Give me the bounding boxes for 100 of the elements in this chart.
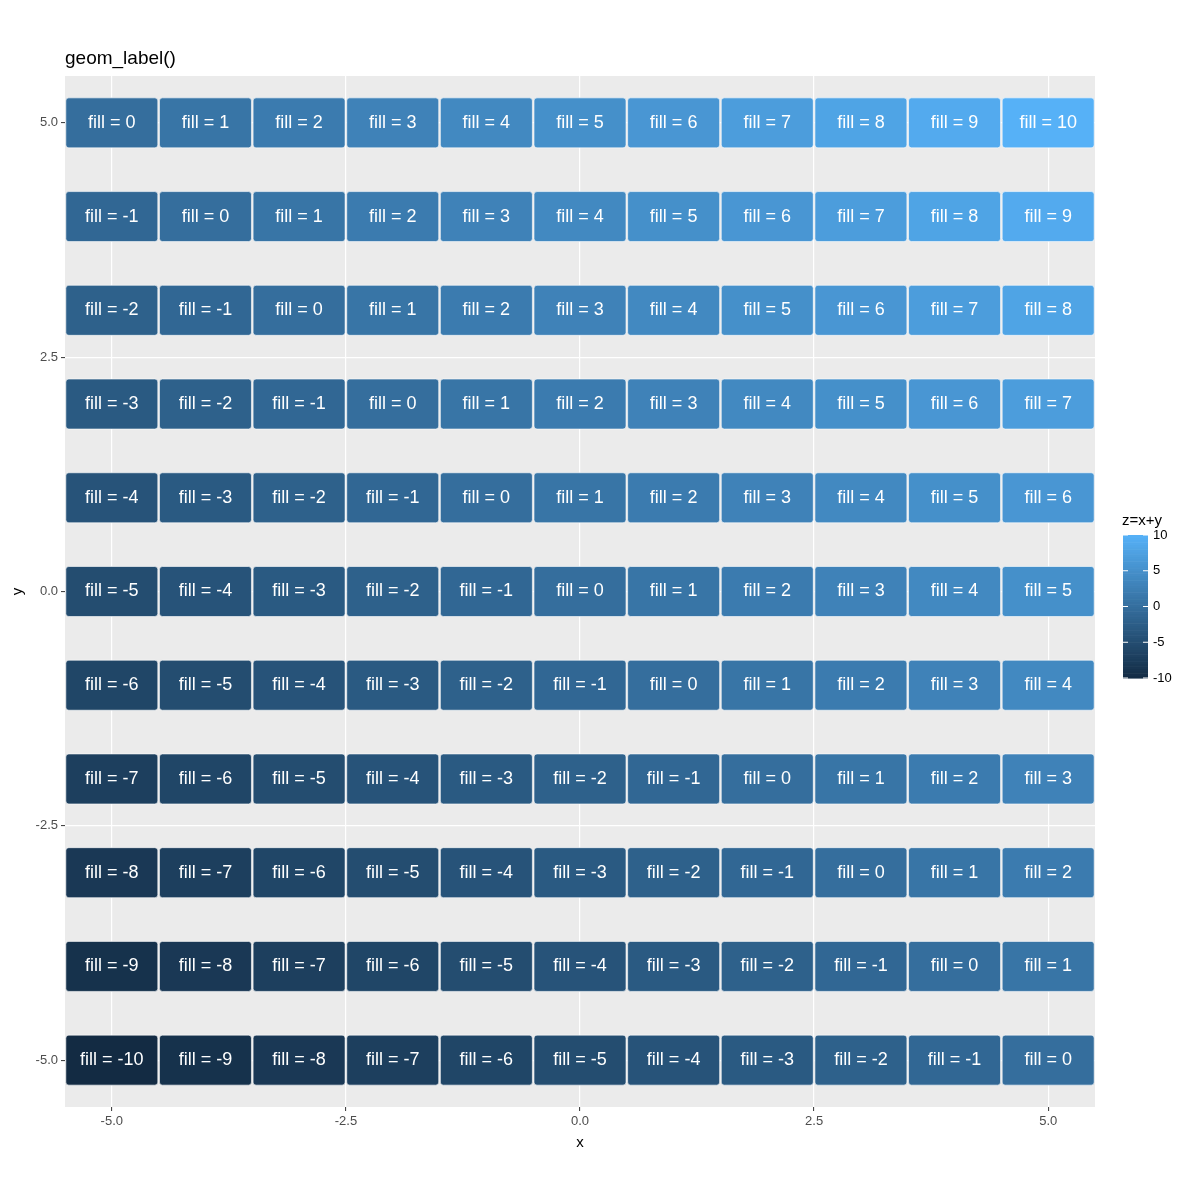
data-label: fill = -4 bbox=[272, 674, 326, 695]
data-label: fill = -7 bbox=[178, 861, 233, 882]
data-label: fill = 4 bbox=[462, 111, 511, 132]
data-label: fill = 1 bbox=[649, 580, 698, 601]
data-label: fill = 10 bbox=[1019, 111, 1077, 132]
data-label: fill = -1 bbox=[834, 955, 888, 976]
x-tick-label: 5.0 bbox=[1039, 1113, 1058, 1129]
data-label: fill = 1 bbox=[837, 767, 885, 788]
data-label: fill = -5 bbox=[553, 1049, 607, 1070]
data-label: fill = 0 bbox=[181, 205, 230, 226]
data-label: fill = 4 bbox=[743, 393, 792, 414]
data-label: fill = 3 bbox=[743, 486, 792, 507]
data-label: fill = -5 bbox=[85, 580, 139, 601]
data-label: fill = -5 bbox=[459, 955, 514, 976]
data-label: fill = -8 bbox=[85, 861, 139, 882]
color-bar-label: 5 bbox=[1153, 562, 1161, 578]
data-label: fill = 0 bbox=[88, 111, 136, 132]
data-label: fill = -4 bbox=[178, 580, 233, 601]
data-label: fill = -1 bbox=[272, 393, 326, 414]
data-label: fill = 8 bbox=[837, 111, 885, 132]
color-bar-label: -10 bbox=[1153, 669, 1172, 685]
data-label: fill = -4 bbox=[85, 486, 139, 507]
data-label: fill = 3 bbox=[462, 205, 511, 226]
data-label: fill = 3 bbox=[930, 674, 979, 695]
data-label: fill = 7 bbox=[930, 299, 979, 320]
data-label: fill = 1 bbox=[743, 674, 792, 695]
data-label: fill = -5 bbox=[365, 861, 420, 882]
data-label: fill = 8 bbox=[1024, 299, 1072, 320]
data-label: fill = -2 bbox=[553, 767, 607, 788]
data-label: fill = -9 bbox=[178, 1049, 233, 1070]
color-bar-title: z=x+y bbox=[1122, 511, 1163, 528]
x-tick-label: -5.0 bbox=[100, 1113, 124, 1129]
y-tick-label: 2.5 bbox=[39, 348, 58, 364]
data-label: fill = 6 bbox=[649, 111, 698, 132]
data-label: fill = -6 bbox=[85, 674, 139, 695]
data-label: fill = -2 bbox=[646, 861, 701, 882]
data-label: fill = 2 bbox=[1024, 861, 1072, 882]
y-tick-label: 0.0 bbox=[39, 583, 58, 599]
data-label: fill = -1 bbox=[740, 861, 795, 882]
data-label: fill = 0 bbox=[275, 299, 323, 320]
data-label: fill = -9 bbox=[85, 955, 139, 976]
data-label: fill = 5 bbox=[649, 205, 698, 226]
data-label: fill = 0 bbox=[649, 674, 698, 695]
data-label: fill = -1 bbox=[927, 1049, 982, 1070]
data-label: fill = -3 bbox=[178, 486, 233, 507]
data-label: fill = 2 bbox=[368, 205, 417, 226]
data-label: fill = 8 bbox=[930, 205, 979, 226]
data-label: fill = -2 bbox=[85, 299, 139, 320]
data-label: fill = 4 bbox=[930, 580, 979, 601]
data-label: fill = -6 bbox=[365, 955, 420, 976]
data-label: fill = 2 bbox=[743, 580, 792, 601]
data-label: fill = -1 bbox=[459, 580, 514, 601]
data-label: fill = 2 bbox=[462, 299, 511, 320]
data-label: fill = -3 bbox=[272, 580, 326, 601]
data-label: fill = 6 bbox=[1024, 486, 1072, 507]
data-label: fill = -8 bbox=[178, 955, 233, 976]
data-label: fill = -5 bbox=[272, 767, 326, 788]
data-label: fill = -4 bbox=[459, 861, 514, 882]
data-label: fill = -2 bbox=[178, 393, 233, 414]
data-label: fill = -6 bbox=[459, 1049, 514, 1070]
data-label: fill = -1 bbox=[646, 767, 701, 788]
data-label: fill = -3 bbox=[740, 1049, 795, 1070]
data-label: fill = 0 bbox=[462, 486, 511, 507]
color-bar-label: -5 bbox=[1153, 633, 1165, 649]
data-label: fill = -2 bbox=[459, 674, 514, 695]
data-label: fill = -4 bbox=[646, 1049, 701, 1070]
data-label: fill = 4 bbox=[556, 205, 604, 226]
data-label: fill = 7 bbox=[1024, 393, 1072, 414]
data-label: fill = 2 bbox=[275, 111, 323, 132]
data-label: fill = 7 bbox=[837, 205, 885, 226]
data-label: fill = 0 bbox=[930, 955, 979, 976]
data-label: fill = 6 bbox=[930, 393, 979, 414]
data-label: fill = -3 bbox=[459, 767, 514, 788]
data-label: fill = 2 bbox=[930, 767, 979, 788]
y-tick-label: -5.0 bbox=[35, 1051, 58, 1067]
data-label: fill = 0 bbox=[743, 767, 792, 788]
data-label: fill = 4 bbox=[649, 299, 698, 320]
data-label: fill = 9 bbox=[930, 111, 979, 132]
data-label: fill = -4 bbox=[553, 955, 607, 976]
data-label: fill = -3 bbox=[365, 674, 420, 695]
data-label: fill = -6 bbox=[272, 861, 326, 882]
data-label: fill = 1 bbox=[275, 205, 323, 226]
data-label: fill = 4 bbox=[1024, 674, 1072, 695]
data-label: fill = 1 bbox=[181, 111, 230, 132]
data-label: fill = -7 bbox=[365, 1049, 420, 1070]
data-label: fill = -2 bbox=[740, 955, 795, 976]
data-label: fill = 1 bbox=[556, 486, 604, 507]
data-label: fill = 5 bbox=[837, 393, 885, 414]
data-label: fill = -7 bbox=[85, 767, 139, 788]
data-label: fill = 0 bbox=[368, 393, 417, 414]
data-label: fill = 3 bbox=[368, 111, 417, 132]
data-label: fill = 4 bbox=[837, 486, 885, 507]
data-label: fill = 6 bbox=[837, 299, 885, 320]
data-label: fill = 0 bbox=[1024, 1049, 1072, 1070]
data-label: fill = -1 bbox=[553, 674, 607, 695]
data-label: fill = 3 bbox=[1024, 767, 1072, 788]
data-label: fill = 9 bbox=[1024, 205, 1072, 226]
data-label: fill = 5 bbox=[743, 299, 792, 320]
data-label: fill = -7 bbox=[272, 955, 326, 976]
y-tick-label: -2.5 bbox=[35, 817, 58, 833]
